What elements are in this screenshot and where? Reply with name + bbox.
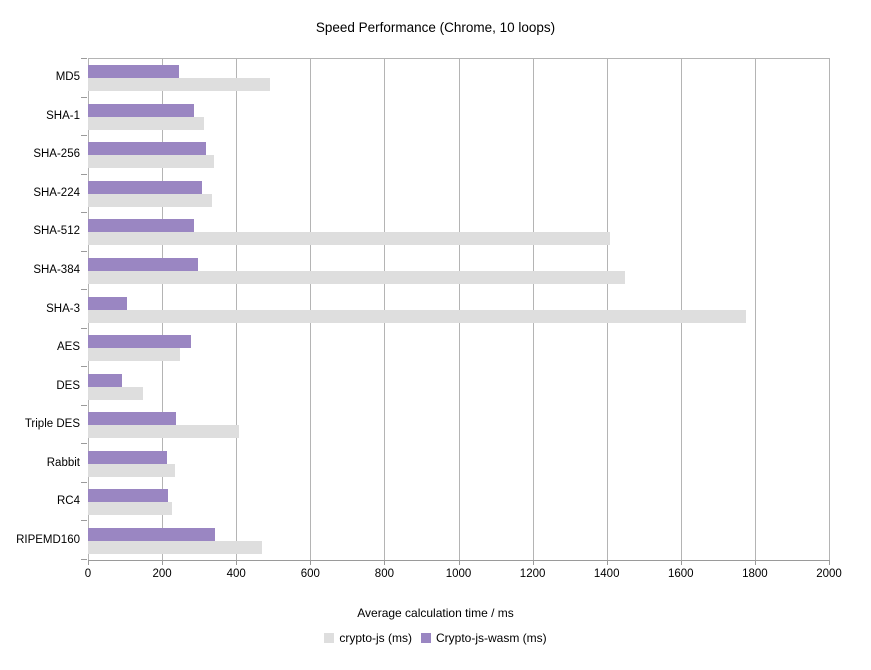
bar-sha-224-cryptojs bbox=[88, 193, 212, 207]
y-axis-tick bbox=[81, 174, 87, 175]
y-axis-tick bbox=[81, 328, 87, 329]
x-axis-tick bbox=[88, 560, 89, 565]
bar-des-wasm bbox=[88, 373, 123, 387]
y-axis-category-label: SHA-1 bbox=[46, 109, 80, 122]
y-axis-tick bbox=[81, 135, 87, 136]
legend-item: crypto-js (ms) bbox=[324, 631, 412, 645]
y-axis-category-label: Rabbit bbox=[46, 456, 80, 469]
bar-sha-512-cryptojs bbox=[88, 232, 611, 246]
bar-rc4-cryptojs bbox=[88, 502, 173, 516]
x-axis-tick bbox=[236, 560, 238, 565]
y-axis-category-label: AES bbox=[56, 341, 80, 354]
bar-sha-3-cryptojs bbox=[88, 309, 746, 323]
bar-triple-des-wasm bbox=[88, 412, 177, 426]
legend: crypto-js (ms) Crypto-js-wasm (ms) bbox=[0, 631, 871, 645]
bar-sha-256-cryptojs bbox=[88, 155, 215, 169]
bar-sha-1-wasm bbox=[88, 103, 194, 117]
bar-sha-1-cryptojs bbox=[88, 116, 205, 130]
x-axis-tick bbox=[162, 560, 164, 565]
y-axis-category-label: SHA-256 bbox=[33, 148, 80, 161]
y-axis-tick bbox=[81, 58, 87, 59]
y-axis-tick bbox=[81, 482, 87, 483]
y-axis-category-label: MD5 bbox=[55, 71, 80, 84]
y-axis-category-label: SHA-512 bbox=[33, 225, 80, 238]
y-axis-category-label: DES bbox=[56, 379, 80, 392]
legend-swatch-icon bbox=[421, 633, 431, 643]
bar-aes-wasm bbox=[88, 335, 191, 349]
legend-label: crypto-js (ms) bbox=[339, 631, 412, 645]
bar-sha-512-wasm bbox=[88, 219, 194, 233]
x-axis-tick bbox=[532, 560, 534, 565]
y-axis-tick bbox=[81, 443, 87, 444]
bar-ripemd160-wasm bbox=[88, 527, 216, 541]
x-axis-tick-label: 2000 bbox=[816, 568, 842, 580]
y-axis-tick bbox=[81, 366, 87, 367]
y-axis-category-label: RIPEMD160 bbox=[16, 533, 80, 546]
x-axis-tick-label: 1000 bbox=[445, 568, 472, 580]
x-axis-tick bbox=[458, 560, 460, 565]
x-axis-tick-label: 1800 bbox=[742, 568, 768, 580]
bar-sha-256-wasm bbox=[88, 142, 206, 156]
x-axis-tick-label: 1200 bbox=[519, 568, 546, 580]
bar-ripemd160-cryptojs bbox=[88, 540, 263, 554]
y-axis-tick bbox=[81, 251, 87, 252]
y-axis-tick bbox=[81, 212, 87, 213]
x-axis-tick bbox=[829, 560, 830, 565]
y-axis-category-label: RC4 bbox=[56, 495, 80, 508]
bar-rc4-wasm bbox=[88, 489, 169, 503]
x-axis-tick bbox=[310, 560, 312, 565]
bar-des-cryptojs bbox=[88, 386, 143, 400]
y-axis-category-label: SHA-3 bbox=[46, 302, 80, 315]
x-axis-tick-label: 1400 bbox=[593, 568, 620, 580]
bar-aes-cryptojs bbox=[88, 348, 181, 362]
x-axis-tick-label: 800 bbox=[374, 568, 394, 580]
x-axis-tick-label: 400 bbox=[226, 568, 246, 580]
x-axis-title: Average calculation time / ms bbox=[357, 606, 514, 620]
legend-swatch-icon bbox=[324, 633, 335, 643]
bar-sha-384-wasm bbox=[88, 257, 199, 271]
x-axis-tick-label: 600 bbox=[300, 568, 320, 580]
bar-triple-des-cryptojs bbox=[88, 425, 239, 439]
plot-area bbox=[88, 58, 830, 561]
y-axis-tick bbox=[81, 405, 87, 406]
legend-label: Crypto-js-wasm (ms) bbox=[436, 631, 547, 645]
x-axis-tick bbox=[680, 560, 682, 565]
y-axis-category-label: Triple DES bbox=[24, 418, 80, 431]
bar-rabbit-cryptojs bbox=[88, 463, 176, 477]
bar-md5-cryptojs bbox=[88, 78, 270, 92]
y-axis-category-label: SHA-224 bbox=[33, 186, 80, 199]
y-axis-tick bbox=[81, 520, 87, 521]
x-axis-tick bbox=[384, 560, 386, 565]
bar-sha-224-wasm bbox=[88, 180, 203, 194]
x-axis-tick-label: 200 bbox=[152, 568, 172, 580]
x-axis-tick bbox=[606, 560, 608, 565]
y-axis-tick bbox=[81, 559, 87, 560]
x-axis-tick-label: 0 bbox=[84, 568, 92, 580]
bar-sha-384-cryptojs bbox=[88, 270, 626, 284]
bar-sha-3-wasm bbox=[88, 296, 127, 310]
y-axis-category-label: SHA-384 bbox=[33, 263, 80, 276]
chart-title: Speed Performance (Chrome, 10 loops) bbox=[315, 20, 556, 35]
legend-item: Crypto-js-wasm (ms) bbox=[421, 631, 547, 645]
y-axis-tick bbox=[81, 97, 87, 98]
gridline-x-1800 bbox=[754, 59, 756, 560]
x-axis-tick bbox=[754, 560, 756, 565]
y-axis-tick bbox=[81, 289, 87, 290]
bar-md5-wasm bbox=[88, 65, 180, 79]
x-axis-tick-label: 1600 bbox=[668, 568, 694, 580]
bar-rabbit-wasm bbox=[88, 450, 167, 464]
